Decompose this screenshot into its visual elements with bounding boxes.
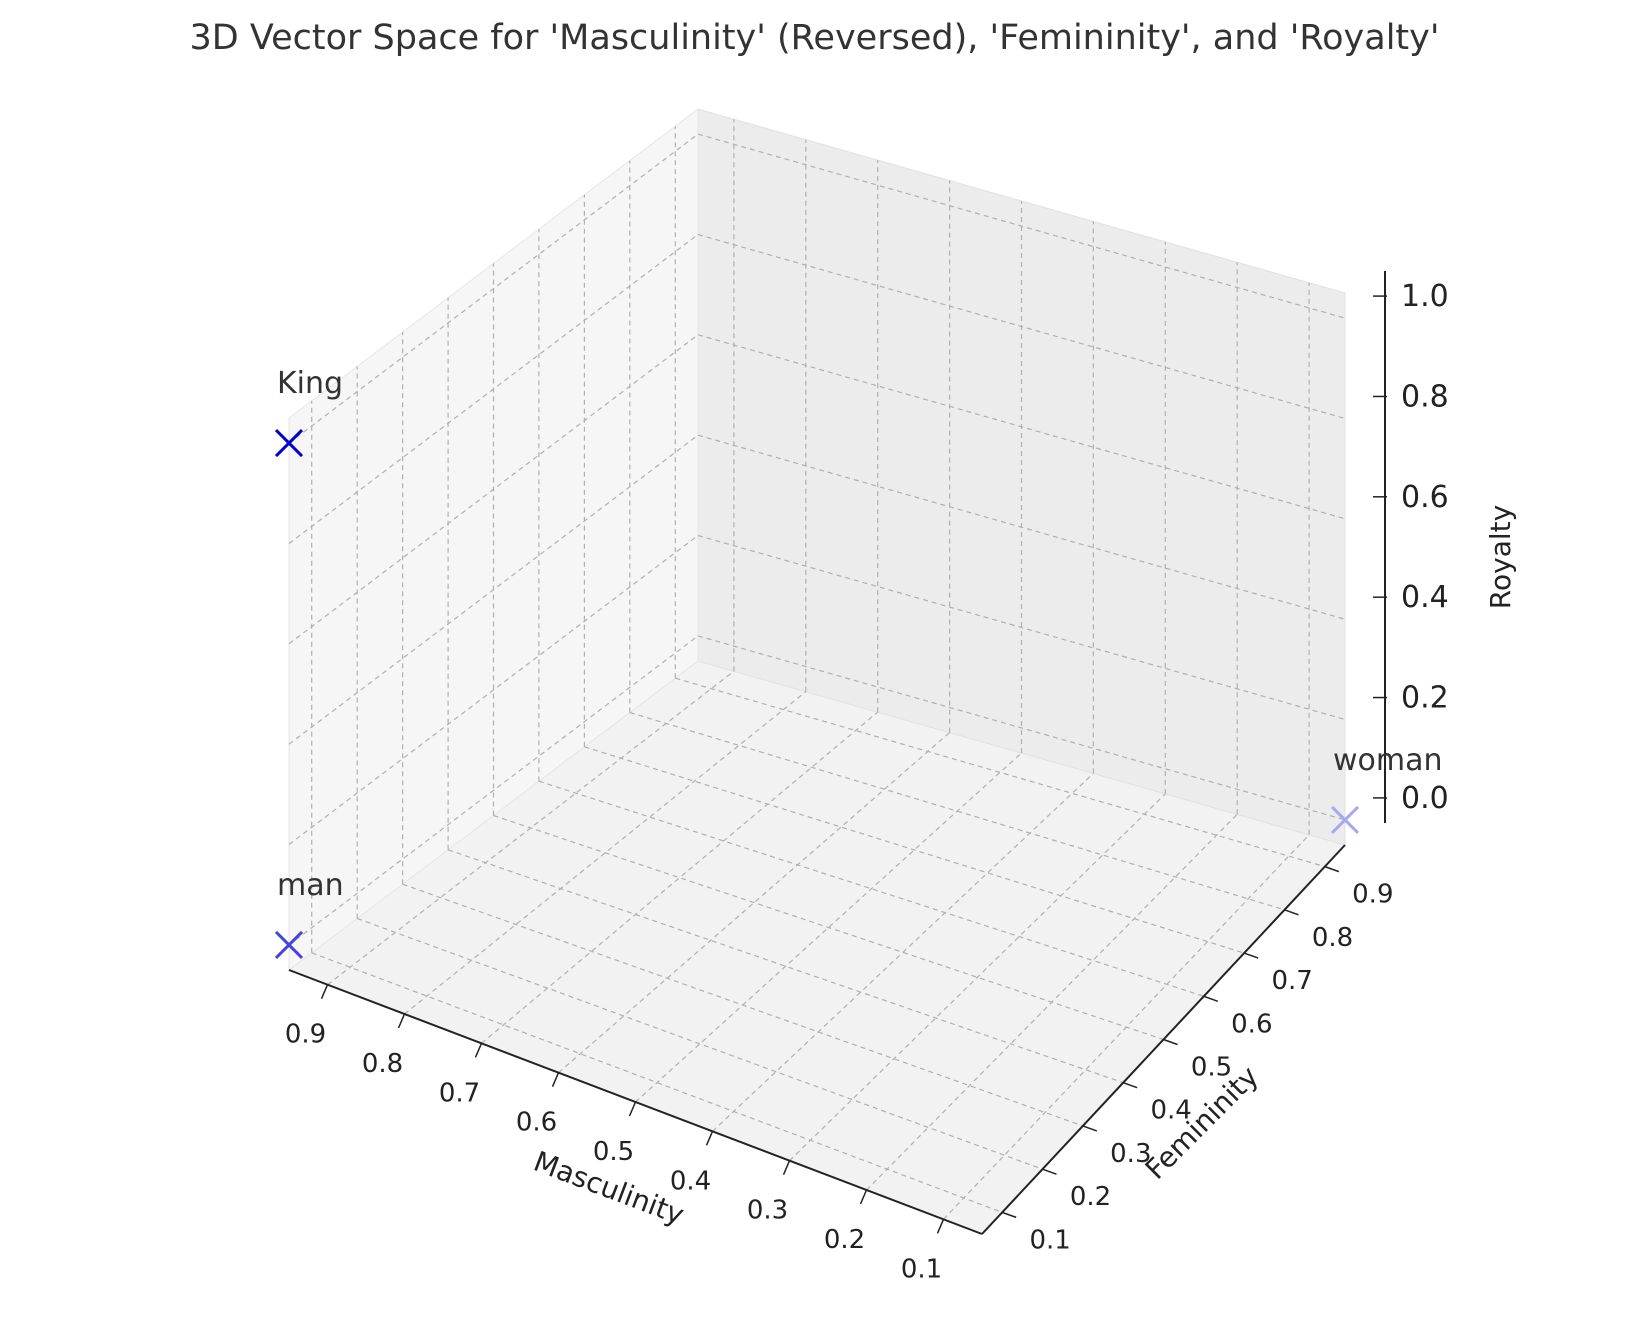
y-tick-label: 0.7	[1271, 966, 1312, 996]
point-label: man	[277, 868, 344, 903]
z-tick-label: 0.0	[1401, 781, 1449, 816]
z-tick-label: 0.2	[1401, 681, 1449, 716]
x-tick-label: 0.6	[516, 1108, 557, 1138]
z-tick-label: 0.8	[1401, 379, 1449, 414]
data-point-woman: woman	[1330, 743, 1443, 834]
grid-line	[288, 635, 699, 946]
grid-line	[697, 534, 1346, 721]
grid-line	[288, 535, 699, 845]
grid-line	[697, 434, 1346, 620]
grid-line	[697, 233, 1346, 420]
grid-line	[356, 917, 1043, 1170]
grid-line	[288, 334, 699, 645]
x-tick	[705, 1131, 714, 1146]
x-tick-label: 0.4	[670, 1166, 711, 1196]
x-tick-label: 0.9	[285, 1020, 326, 1050]
point-marker	[274, 429, 304, 458]
grid-line	[402, 883, 1084, 1127]
y-tick-label: 0.5	[1191, 1053, 1232, 1083]
chart-title: 3D Vector Space for 'Masculinity' (Rever…	[189, 18, 1440, 58]
grid-line	[675, 677, 1325, 868]
z-tick-label: 0.4	[1401, 580, 1449, 615]
y-tick	[1284, 909, 1299, 916]
x-tick	[320, 984, 329, 999]
grid-line	[288, 133, 699, 444]
grid-line	[493, 814, 1164, 1041]
x-tick-label: 0.8	[362, 1049, 403, 1079]
y-tick-label: 0.3	[1110, 1139, 1151, 1169]
point-label: woman	[1333, 743, 1443, 778]
grid-line	[697, 635, 1346, 821]
grid-line	[584, 746, 1245, 954]
y-tick-label: 0.4	[1150, 1096, 1191, 1126]
y-tick-label: 0.8	[1312, 923, 1353, 953]
point-label: King	[277, 366, 343, 401]
y-tick-label: 0.6	[1231, 1009, 1272, 1039]
x-tick	[551, 1072, 560, 1087]
data-point-king: King	[274, 366, 343, 458]
side-pane	[288, 107, 699, 972]
grid-line	[288, 234, 699, 544]
x-tick-label: 0.7	[439, 1078, 480, 1108]
z-tick-label: 0.6	[1401, 480, 1449, 515]
x-tick	[474, 1043, 483, 1058]
grid-line	[697, 334, 1346, 520]
grid-line	[288, 434, 699, 745]
x-tick	[397, 1013, 406, 1029]
data-points: King man woman	[274, 366, 1443, 959]
y-tick	[1203, 995, 1219, 1002]
z-axis-label: Royalty	[1484, 505, 1517, 609]
x-tick-label: 0.2	[824, 1225, 865, 1255]
y-tick-label: 0.9	[1352, 880, 1393, 910]
x-tick	[628, 1101, 637, 1117]
y-tick	[1243, 952, 1259, 959]
grid-line	[635, 752, 1022, 1103]
y-tick	[1324, 865, 1340, 873]
x-tick	[936, 1219, 945, 1234]
x-tick	[782, 1160, 791, 1175]
y-tick	[1122, 1082, 1138, 1089]
y-tick-label: 0.1	[1029, 1225, 1070, 1255]
y-tick	[1001, 1211, 1017, 1219]
axis-panes	[287, 107, 1346, 1235]
y-tick	[1163, 1038, 1178, 1046]
y-tick	[1042, 1168, 1057, 1175]
z-tick-label: 1.0	[1401, 279, 1449, 314]
y-tick-label: 0.2	[1070, 1182, 1111, 1212]
x-tick	[859, 1189, 868, 1205]
grid-line	[697, 133, 1346, 319]
x-tick-label: 0.3	[747, 1196, 788, 1226]
x-tick-label: 0.5	[593, 1137, 634, 1167]
y-tick	[1082, 1125, 1098, 1132]
grid-lines	[288, 119, 1346, 1220]
grid-line	[789, 793, 1166, 1162]
grid-line	[311, 952, 1003, 1213]
grid-line	[447, 849, 1124, 1084]
x-tick-label: 0.1	[901, 1254, 942, 1284]
grid-line	[629, 711, 1285, 911]
data-point-man: man	[274, 868, 344, 959]
point-marker	[274, 930, 304, 959]
point-marker	[1330, 805, 1360, 834]
